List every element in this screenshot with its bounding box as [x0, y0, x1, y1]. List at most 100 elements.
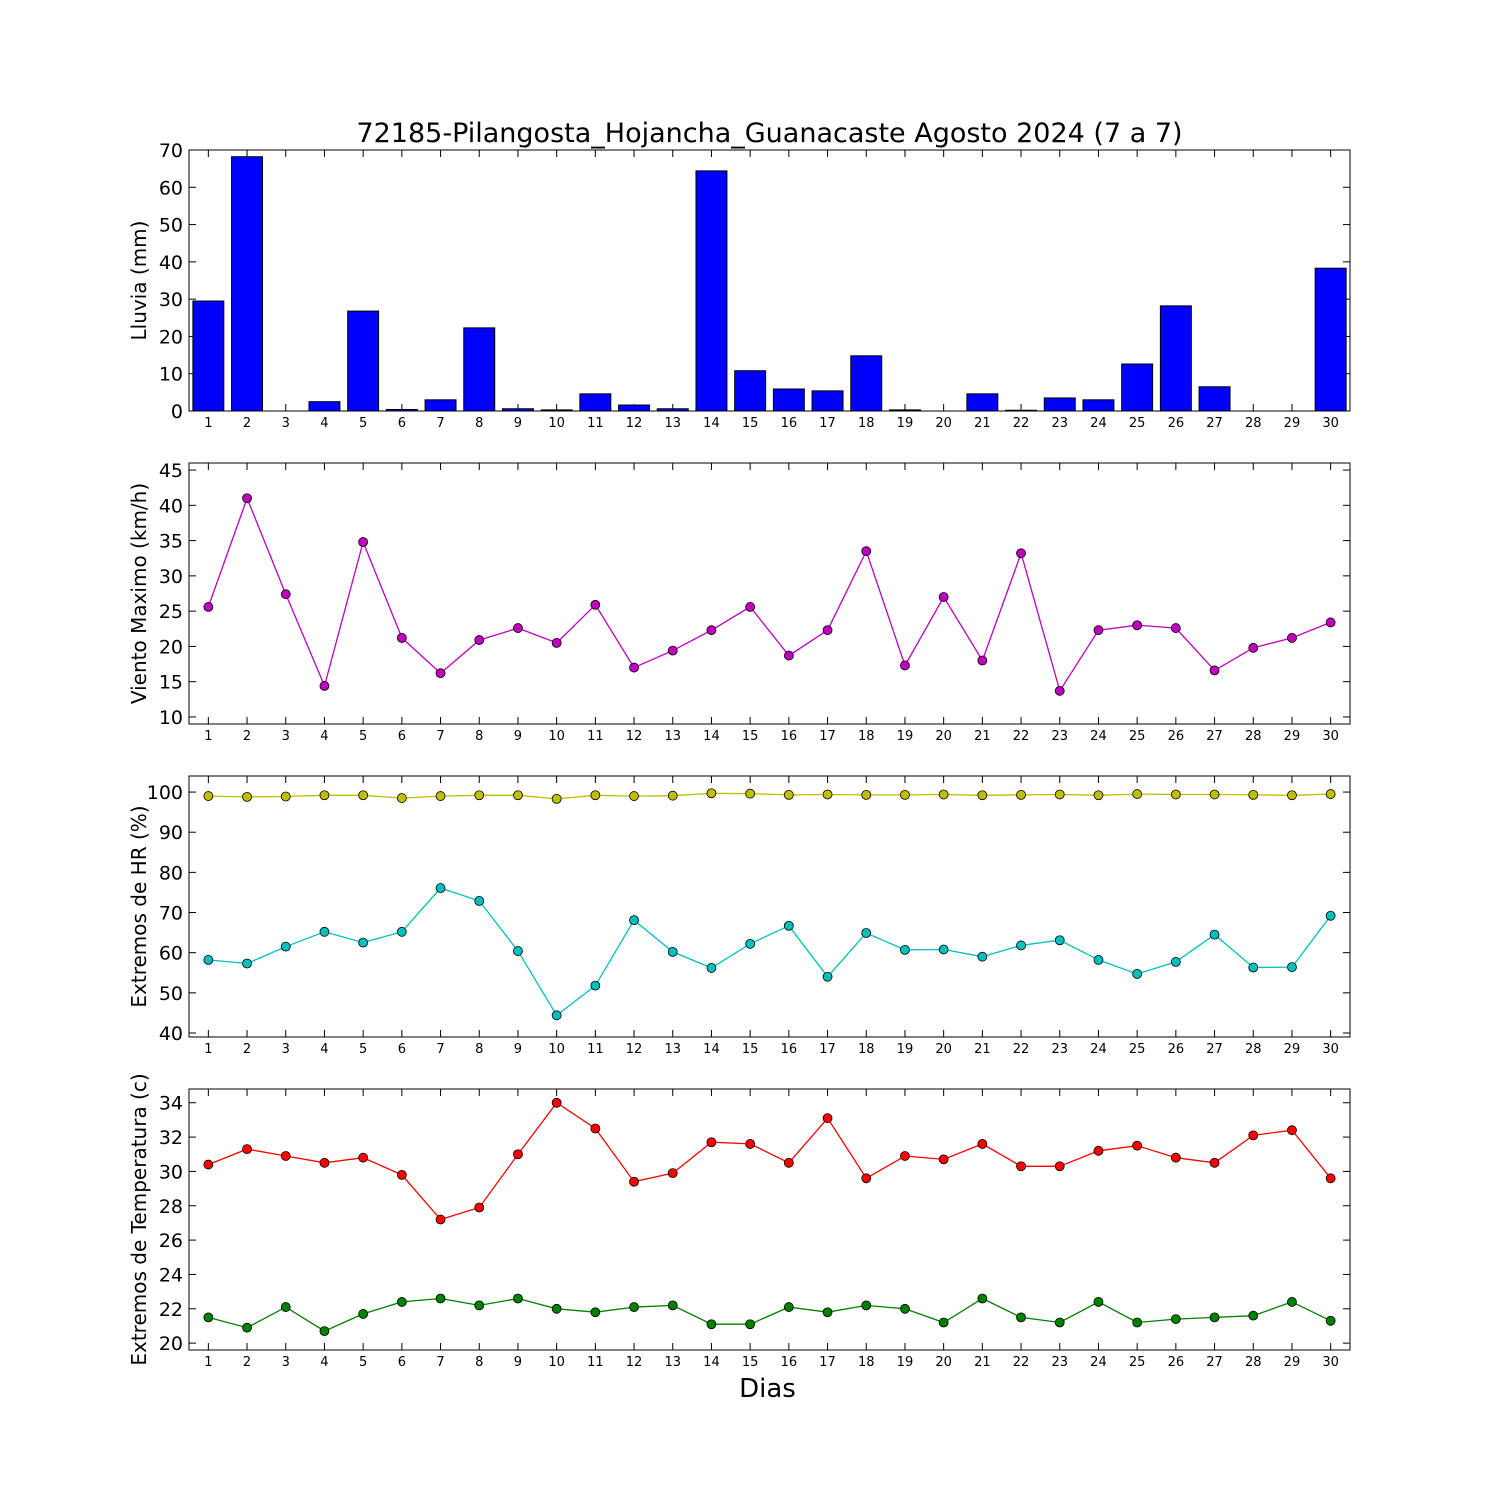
data-point: [513, 946, 523, 956]
y-tick-label: 20: [159, 1333, 183, 1355]
data-point: [590, 1123, 601, 1134]
x-tick-label: 22: [1013, 416, 1030, 431]
data-point: [822, 1307, 833, 1318]
data-point: [319, 926, 330, 937]
data-point: [358, 937, 369, 948]
data-point: [396, 1297, 407, 1307]
y-tick-label: 24: [159, 1264, 183, 1286]
y-tick-label: 32: [159, 1127, 183, 1149]
x-tick-label: 28: [1245, 729, 1262, 744]
y-tick-label: 90: [159, 822, 183, 844]
data-point: [745, 788, 756, 799]
bar: [1159, 305, 1192, 412]
series-line-1: [208, 792, 1331, 800]
data-point: [474, 635, 485, 645]
data-point: [396, 1169, 407, 1180]
x-tick-label: 8: [475, 1042, 483, 1057]
y-tick-label: 35: [159, 531, 183, 553]
data-point: [435, 883, 446, 893]
data-point: [1287, 1125, 1297, 1136]
data-point: [242, 1144, 252, 1154]
x-tick-label: 2: [243, 416, 251, 431]
x-tick-label: 15: [742, 729, 759, 744]
x-tick-label: 14: [703, 416, 720, 431]
data-point: [1248, 789, 1259, 800]
series-line-2: [208, 887, 1332, 1017]
y-tick-label: 28: [159, 1196, 183, 1218]
x-tick-label: 1: [204, 1042, 212, 1057]
x-tick-label: 21: [974, 1042, 991, 1057]
data-point: [319, 681, 330, 691]
x-tick-label: 14: [703, 729, 720, 744]
x-tick-label: 1: [204, 416, 212, 431]
bar: [1314, 267, 1347, 412]
x-tick-label: 19: [897, 729, 914, 744]
x-tick-label: 14: [703, 1355, 720, 1370]
x-tick-label: 5: [359, 1042, 367, 1057]
x-tick-label: 21: [974, 1355, 991, 1370]
data-point: [1325, 617, 1336, 628]
data-point: [1054, 685, 1065, 696]
x-tick-label: 19: [897, 1042, 914, 1057]
plot-frame: [188, 775, 1351, 1038]
x-tick-label: 29: [1284, 1355, 1301, 1370]
data-point: [667, 1168, 678, 1179]
y-tick-label: 30: [159, 289, 183, 311]
data-point: [783, 1302, 794, 1312]
data-point: [1248, 962, 1259, 973]
data-point: [1287, 790, 1297, 801]
data-point: [203, 1159, 214, 1170]
data-point: [319, 790, 330, 801]
data-point: [396, 633, 407, 643]
x-tick-label: 20: [935, 416, 952, 431]
y-tick-label: 10: [159, 707, 183, 729]
x-tick-label: 28: [1245, 1042, 1262, 1057]
x-tick-label: 20: [935, 1042, 952, 1057]
data-point: [629, 1302, 639, 1312]
x-tick-label: 12: [626, 1042, 643, 1057]
x-tick-label: 24: [1090, 1042, 1107, 1057]
bar: [347, 310, 380, 412]
x-tick-label: 6: [398, 1042, 406, 1057]
x-tick-label: 22: [1013, 729, 1030, 744]
x-tick-label: 16: [781, 416, 798, 431]
plot-frame: [188, 1088, 1351, 1351]
bar: [1043, 397, 1076, 412]
data-point: [822, 789, 833, 800]
x-tick-label: 26: [1168, 416, 1185, 431]
x-tick-label: 16: [781, 1355, 798, 1370]
data-point: [1170, 1314, 1181, 1324]
data-point: [977, 1293, 988, 1304]
data-point: [861, 1173, 872, 1184]
data-point: [1287, 1297, 1297, 1307]
x-tick-label: 23: [1051, 416, 1068, 431]
data-point: [435, 1214, 446, 1225]
x-tick-label: 4: [320, 416, 328, 431]
data-point: [822, 971, 833, 982]
data-point: [667, 790, 678, 801]
data-point: [1016, 548, 1026, 559]
data-point: [1325, 789, 1336, 799]
data-point: [1325, 910, 1336, 921]
y-tick-label: 40: [159, 495, 183, 517]
x-tick-label: 12: [626, 729, 643, 744]
data-point: [1209, 789, 1220, 800]
x-tick-label: 5: [359, 729, 367, 744]
x-tick-label: 29: [1284, 1042, 1301, 1057]
series-line-1: [208, 1101, 1332, 1221]
data-point: [900, 1151, 910, 1161]
y-tick-label: 70: [159, 140, 183, 162]
bar: [385, 409, 418, 412]
x-tick-label: 13: [664, 1355, 681, 1370]
x-tick-label: 3: [282, 1042, 290, 1057]
x-tick-label: 17: [819, 1042, 836, 1057]
x-tick-label: 6: [398, 1355, 406, 1370]
data-point: [1209, 1157, 1220, 1168]
y-tick-label: 20: [159, 636, 183, 658]
bar: [888, 409, 921, 412]
data-point: [1132, 1317, 1143, 1328]
x-tick-label: 9: [514, 416, 522, 431]
data-point: [1093, 1297, 1104, 1307]
